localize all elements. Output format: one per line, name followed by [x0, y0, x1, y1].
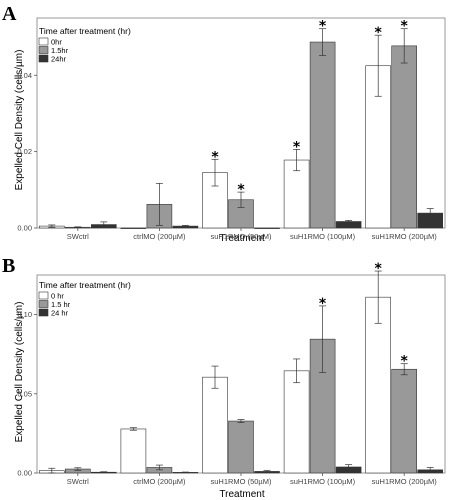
y-tick-label: 0.02 — [17, 147, 32, 156]
significance-star: * — [319, 296, 327, 312]
bar — [309, 41, 336, 229]
legend-swatch — [38, 300, 49, 308]
significance-star: * — [319, 19, 327, 35]
significance-star: * — [293, 139, 301, 155]
x-tick-label: ctrlMO (200µM) — [133, 232, 186, 241]
x-tick-label: SWctrl — [67, 477, 89, 486]
x-tick-label: ctrlMO (200µM) — [133, 477, 186, 486]
bar — [228, 420, 254, 474]
y-tick-label: 0.05 — [17, 389, 32, 398]
y-axis-title-b: Expelled Cell Density (cells/µm) — [14, 302, 25, 443]
x-tick-label: suH1RMO (100µM) — [290, 232, 356, 241]
x-tick-label: suH1RMO (200µM) — [372, 477, 438, 486]
x-tick-label: SWctrl — [67, 232, 89, 241]
panel-label-b: B — [2, 255, 15, 277]
x-tick-label: suH1RMO (50µM) — [211, 232, 272, 241]
y-tick-label: 0.04 — [17, 71, 32, 80]
y-tick-label: 0.00 — [17, 469, 32, 478]
y-tick-label: 0.00 — [17, 224, 32, 233]
legend-entry: 24 hr — [51, 308, 69, 317]
bar — [120, 227, 147, 229]
significance-star: * — [401, 354, 409, 370]
bar — [391, 45, 418, 229]
legend-swatch — [38, 308, 49, 317]
legend-title-b: Time after treatment (hr) — [39, 280, 131, 290]
bar — [202, 376, 228, 474]
legend-entry: 1.5hr — [51, 46, 69, 55]
chart-panel-a: A Expelled Cell Density (cells/µm) Treat… — [2, 3, 446, 244]
x-tick-label: suH1RMO (100µM) — [290, 477, 356, 486]
significance-star: * — [375, 261, 383, 277]
legend-entry: 0hr — [51, 37, 62, 46]
chart-panel-b: B Expelled Cell Density (cells/µm) Treat… — [2, 255, 446, 500]
legend-entry: 1.5 hr — [51, 300, 71, 309]
plot-area-a: 0.00 0.02 0.04 SWctrl ctrlMO (200µM) * * suH1RM… — [17, 17, 446, 241]
x-axis-title-a: Treatment — [219, 233, 264, 244]
legend-swatch — [38, 291, 49, 300]
legend-swatch — [38, 37, 49, 46]
bar — [254, 227, 280, 229]
bar — [283, 370, 310, 474]
legend-entry: 24hr — [51, 54, 67, 63]
bar — [120, 428, 147, 474]
significance-star: * — [401, 19, 409, 35]
legend-swatch — [38, 46, 49, 54]
y-axis-title-a: Expelled Cell Density (cells/µm) — [14, 50, 25, 191]
significance-star: * — [211, 149, 219, 165]
x-axis-title-b: Treatment — [219, 489, 264, 500]
x-tick-label: suH1RMO (200µM) — [372, 232, 438, 241]
significance-star: * — [237, 182, 245, 198]
bar — [283, 159, 310, 229]
y-tick-label: 0.10 — [17, 310, 32, 319]
plot-area-b: 0.00 0.05 0.10 SWctrl ctrlMO (200µM) suH1RMO … — [17, 261, 446, 486]
bar — [391, 368, 418, 474]
x-tick-label: suH1RMO (50µM) — [211, 477, 272, 486]
legend-swatch — [38, 54, 49, 63]
significance-star: * — [375, 25, 383, 41]
bar — [365, 296, 392, 474]
legend-entry: 0 hr — [51, 291, 64, 300]
panel-label-a: A — [2, 3, 17, 25]
legend-title-a: Time after treatment (hr) — [39, 26, 131, 36]
bar — [202, 172, 228, 229]
